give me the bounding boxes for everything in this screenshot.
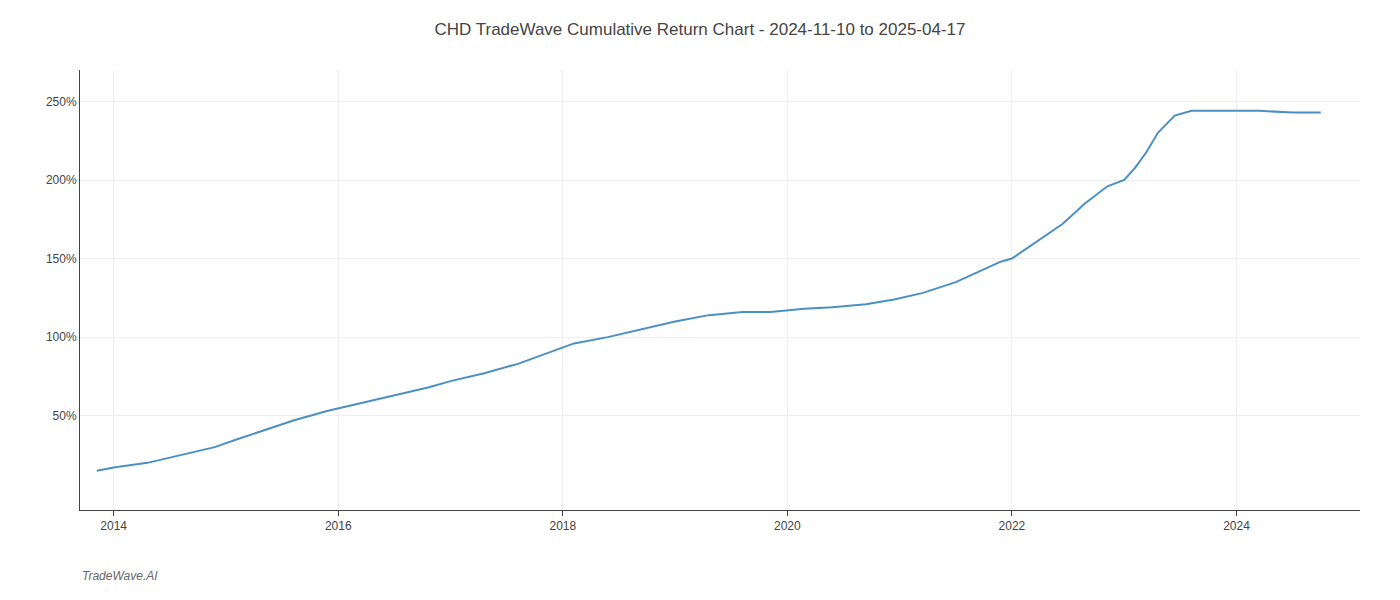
svg-text:2018: 2018 <box>549 519 576 533</box>
svg-text:150%: 150% <box>46 252 77 266</box>
svg-text:2022: 2022 <box>999 519 1026 533</box>
svg-text:2024: 2024 <box>1223 519 1250 533</box>
svg-text:250%: 250% <box>46 95 77 109</box>
svg-text:2020: 2020 <box>774 519 801 533</box>
svg-text:TradeWave.AI: TradeWave.AI <box>82 569 158 583</box>
svg-text:50%: 50% <box>53 409 77 423</box>
svg-text:2014: 2014 <box>100 519 127 533</box>
svg-text:100%: 100% <box>46 330 77 344</box>
svg-text:200%: 200% <box>46 173 77 187</box>
svg-text:2016: 2016 <box>325 519 352 533</box>
svg-text:CHD TradeWave Cumulative Retur: CHD TradeWave Cumulative Return Chart - … <box>434 20 965 39</box>
